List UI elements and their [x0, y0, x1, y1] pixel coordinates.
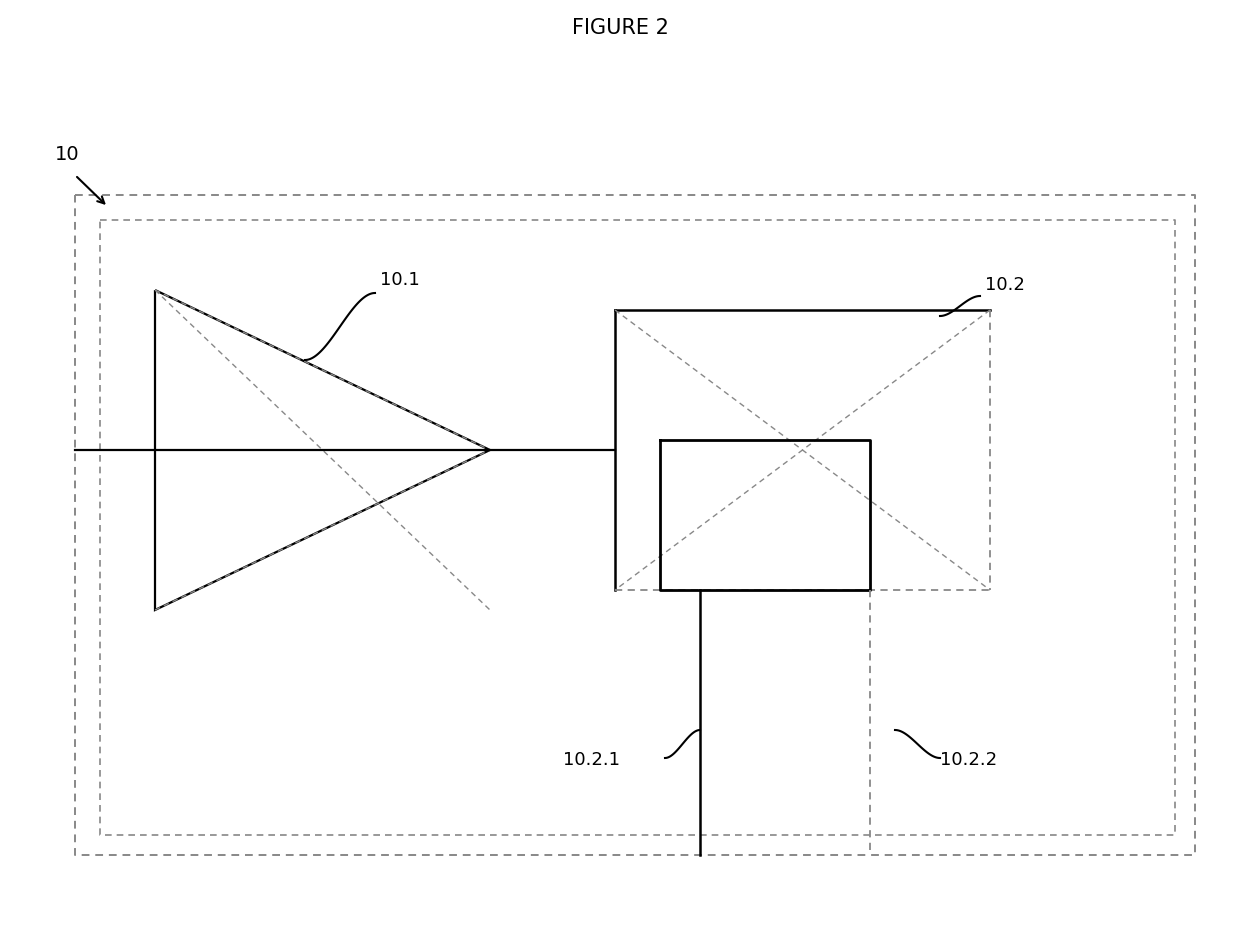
Text: 10: 10: [55, 145, 79, 165]
Text: 10.1: 10.1: [379, 271, 420, 289]
Text: FIGURE 2: FIGURE 2: [572, 18, 668, 38]
Text: 10.2.2: 10.2.2: [940, 751, 997, 769]
Text: 10.2: 10.2: [985, 276, 1025, 294]
Text: 10.2.1: 10.2.1: [563, 751, 620, 769]
